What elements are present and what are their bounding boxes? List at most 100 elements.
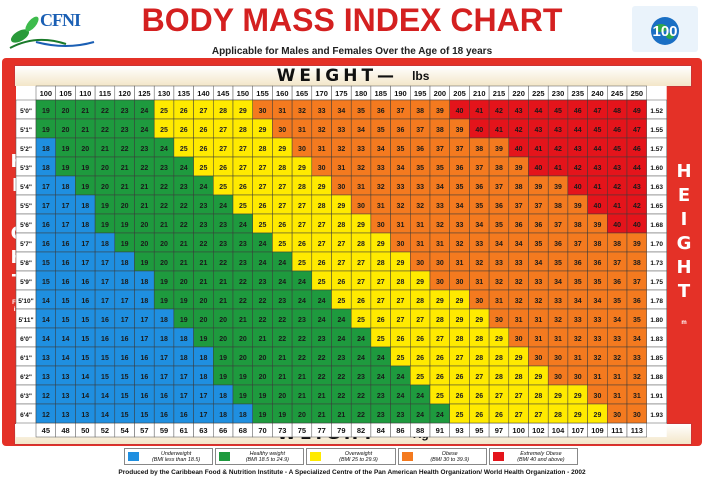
bmi-value: 30	[534, 355, 542, 362]
bmi-value: 34	[436, 184, 444, 191]
bmi-value: 30	[298, 146, 306, 153]
bmi-value: 18	[81, 222, 89, 229]
bmi-value: 27	[377, 279, 385, 286]
bmi-value: 36	[534, 222, 542, 229]
height-m-label: 1.88	[650, 374, 663, 381]
bmi-value: 35	[357, 108, 365, 115]
bmi-value: 23	[160, 165, 168, 172]
bmi-value: 41	[594, 184, 602, 191]
bmi-value: 34	[515, 241, 523, 248]
bmi-value: 21	[219, 279, 227, 286]
bmi-value: 31	[534, 317, 542, 324]
bmi-value: 30	[436, 279, 444, 286]
bmi-value: 31	[613, 374, 621, 381]
bmi-value: 13	[62, 412, 70, 419]
bmi-value: 23	[200, 222, 208, 229]
bmi-value: 31	[515, 317, 523, 324]
bmi-value: 37	[397, 108, 405, 115]
bmi-value: 23	[377, 412, 385, 419]
bmi-value: 18	[140, 279, 148, 286]
bmi-value: 31	[397, 222, 405, 229]
bmi-value: 30	[633, 412, 641, 419]
bmi-value: 34	[534, 260, 542, 267]
bmi-value: 31	[416, 241, 424, 248]
bmi-value: 18	[42, 165, 50, 172]
bmi-value: 31	[377, 203, 385, 210]
lbs-tick-label: 250	[631, 89, 644, 98]
bmi-value: 31	[416, 222, 424, 229]
bmi-value: 21	[180, 241, 188, 248]
bmi-value: 21	[239, 317, 247, 324]
bmi-value: 22	[239, 279, 247, 286]
bmi-value: 33	[475, 241, 483, 248]
bmi-value: 29	[436, 298, 444, 305]
bmi-value: 18	[121, 279, 129, 286]
lbs-tick-label: 105	[59, 89, 72, 98]
lbs-tick-label: 240	[591, 89, 604, 98]
kg-tick-label: 91	[436, 426, 444, 435]
footer-credit: Produced by the Caribbean Food & Nutriti…	[118, 469, 586, 476]
bmi-value: 32	[436, 222, 444, 229]
bmi-value: 43	[594, 165, 602, 172]
kg-tick-label: 57	[140, 426, 148, 435]
legend-range: (BMI 40 and above)	[517, 456, 565, 463]
bmi-value: 15	[140, 412, 148, 419]
page-title: BODY MASS INDEX CHART	[141, 2, 563, 38]
bmi-value: 16	[62, 260, 70, 267]
bmi-value: 27	[475, 374, 483, 381]
bmi-value: 45	[613, 146, 621, 153]
bmi-value: 26	[377, 317, 385, 324]
bmi-value: 33	[416, 184, 424, 191]
lbs-tick-label: 210	[473, 89, 486, 98]
height-ft-label: 5'8"	[20, 260, 32, 267]
bmi-value: 15	[81, 355, 89, 362]
bmi-value: 20	[62, 108, 70, 115]
bmi-value: 14	[101, 393, 109, 400]
bmi-value: 21	[278, 374, 286, 381]
bmi-value: 24	[357, 355, 365, 362]
bmi-value: 17	[180, 374, 188, 381]
bmi-value: 26	[357, 298, 365, 305]
bmi-value: 31	[633, 393, 641, 400]
bmi-value: 35	[416, 165, 424, 172]
lbs-tick-label: 185	[374, 89, 387, 98]
anniversary-badge: 100	[632, 6, 698, 52]
bmi-value: 22	[200, 241, 208, 248]
bmi-value: 29	[278, 146, 286, 153]
bmi-value: 20	[121, 203, 129, 210]
bmi-value: 26	[239, 184, 247, 191]
bmi-value: 46	[613, 127, 621, 134]
bmi-value: 16	[62, 279, 70, 286]
height-right-letter: I	[680, 209, 688, 230]
bmi-value: 18	[200, 355, 208, 362]
lbs-tick-label: 115	[99, 89, 111, 98]
bmi-value: 33	[554, 298, 562, 305]
height-ft-label: 5'5"	[20, 203, 32, 210]
legend-label: Overweight	[344, 450, 373, 457]
bmi-value: 16	[160, 393, 168, 400]
bmi-value: 36	[554, 241, 562, 248]
bmi-value: 49	[633, 108, 641, 115]
bmi-value: 29	[239, 108, 247, 115]
bmi-value: 27	[200, 108, 208, 115]
legend-range: (BMI 25 to 29.9)	[339, 456, 378, 463]
lbs-tick-label: 235	[571, 89, 584, 98]
bmi-value: 44	[594, 146, 602, 153]
bmi-value: 14	[81, 393, 89, 400]
bmi-value: 20	[140, 222, 148, 229]
bmi-value: 35	[633, 317, 641, 324]
bmi-value: 15	[101, 374, 109, 381]
height-m-label: 1.83	[650, 336, 663, 343]
bmi-value: 29	[357, 222, 365, 229]
bmi-value: 23	[377, 393, 385, 400]
lbs-tick-label: 145	[217, 89, 230, 98]
bmi-value: 25	[397, 355, 405, 362]
bmi-value: 29	[515, 355, 523, 362]
height-ft-label: 5'2"	[20, 146, 32, 153]
legend-item: Extremely Obese (BMI 40 and above)	[488, 448, 579, 465]
bmi-value: 16	[160, 412, 168, 419]
bmi-value: 28	[515, 374, 523, 381]
bmi-value: 31	[357, 184, 365, 191]
kg-tick-label: 102	[532, 426, 545, 435]
